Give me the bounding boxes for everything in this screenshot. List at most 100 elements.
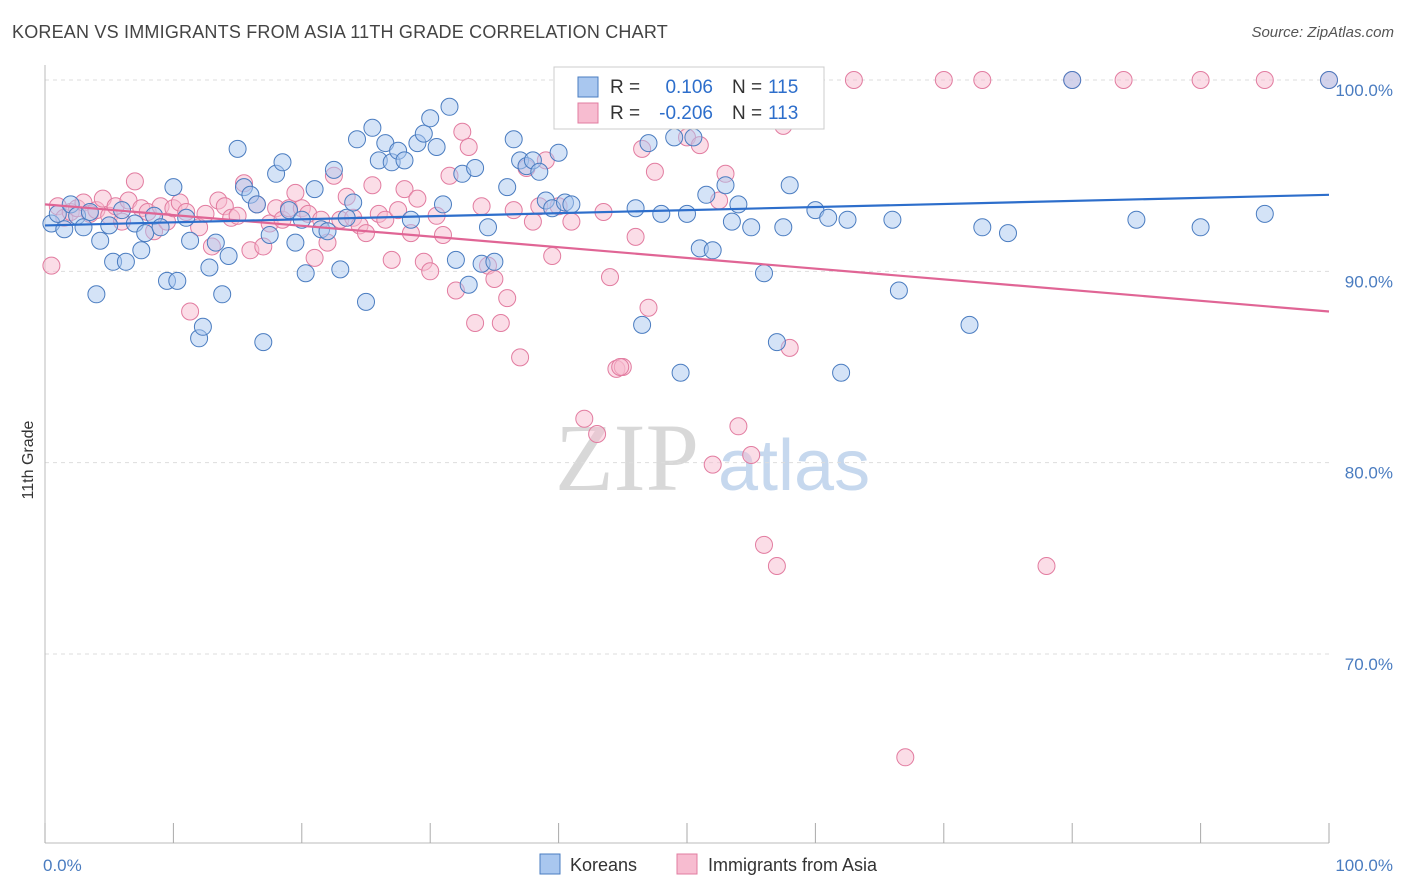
asia-point — [305, 248, 324, 267]
asia-point — [703, 455, 722, 474]
koreans-point — [132, 241, 151, 260]
asia-point — [498, 289, 517, 308]
y-tick-label: 70.0% — [1345, 655, 1393, 674]
koreans-point — [296, 264, 315, 283]
y-tick-label: 90.0% — [1345, 272, 1393, 291]
koreans-point — [832, 363, 851, 382]
koreans-point — [427, 138, 446, 156]
koreans-point — [459, 275, 478, 294]
koreans-point — [530, 162, 549, 181]
asia-point — [1255, 71, 1274, 89]
asia-point — [934, 71, 953, 89]
koreans-point — [193, 317, 212, 336]
asia-point — [389, 201, 408, 220]
trend-line-koreans — [44, 193, 1330, 227]
koreans-point — [446, 250, 465, 269]
koreans-point — [960, 315, 979, 334]
asia-point — [504, 201, 523, 220]
legend-swatch-koreans — [577, 76, 599, 98]
koreans-point — [626, 199, 645, 218]
asia-point — [286, 183, 305, 202]
koreans-point — [254, 333, 273, 352]
chart-title: KOREAN VS IMMIGRANTS FROM ASIA 11TH GRAD… — [12, 22, 668, 42]
asia-point — [639, 298, 658, 317]
koreans-point — [883, 210, 902, 229]
legend-n-value-asia: 113 — [768, 103, 798, 124]
koreans-point — [324, 160, 343, 179]
koreans-point — [838, 210, 857, 229]
koreans-point — [684, 128, 703, 147]
asia-point — [196, 204, 215, 223]
asia-point — [408, 189, 427, 208]
koreans-point — [168, 271, 187, 290]
asia-point — [844, 71, 863, 89]
asia-point — [1037, 557, 1056, 575]
koreans-point — [55, 220, 74, 239]
asia-point — [363, 176, 382, 195]
asia-point — [181, 302, 200, 321]
koreans-point — [164, 178, 183, 197]
asia-point — [485, 270, 504, 288]
koreans-point — [466, 159, 485, 177]
koreans-point — [652, 204, 671, 223]
koreans-point — [247, 195, 266, 214]
koreans-point — [344, 193, 363, 212]
koreans-point — [286, 233, 305, 252]
legend-r-label-koreans: R = — [610, 77, 640, 98]
asia-point — [645, 162, 664, 181]
koreans-point — [181, 231, 200, 250]
asia-point — [1114, 71, 1133, 89]
bottom-legend-asia: Immigrants from Asia — [708, 855, 878, 875]
koreans-point — [1255, 204, 1274, 223]
asia-point — [543, 247, 562, 265]
koreans-point — [774, 218, 793, 237]
koreans-point — [716, 176, 735, 195]
koreans-point — [665, 128, 684, 147]
legend-n-value-koreans: 115 — [768, 77, 798, 98]
asia-point — [382, 250, 401, 269]
legend-r-value-asia: -0.206 — [659, 103, 713, 124]
asia-point — [376, 210, 395, 229]
asia-point — [588, 425, 607, 443]
trend-line-asia — [44, 203, 1330, 313]
koreans-point — [434, 195, 452, 214]
asia-point — [466, 314, 485, 332]
koreans-point — [1320, 71, 1338, 89]
koreans-point — [440, 97, 459, 116]
koreans-point — [671, 363, 690, 382]
koreans-point — [348, 130, 366, 149]
legend-r-label-asia: R = — [610, 103, 640, 124]
asia-point — [459, 138, 478, 156]
koreans-point — [305, 180, 324, 199]
koreans-point — [331, 260, 350, 279]
koreans-point — [999, 224, 1017, 243]
koreans-point — [767, 333, 786, 352]
bottom-legend-swatch-koreans — [539, 853, 561, 875]
legend-n-label-asia: N = — [732, 103, 762, 124]
koreans-point — [678, 204, 696, 223]
koreans-point — [1063, 71, 1082, 89]
koreans-point — [697, 185, 716, 204]
koreans-point — [485, 252, 504, 271]
asia-point — [357, 224, 375, 243]
source-label: Source: ZipAtlas.com — [1251, 24, 1394, 41]
asia-point — [511, 348, 530, 367]
asia-point — [125, 172, 144, 191]
asia-point — [729, 417, 748, 436]
koreans-point — [228, 139, 247, 158]
asia-point — [395, 180, 414, 199]
x-tick-label-min: 0.0% — [43, 856, 82, 875]
koreans-point — [260, 226, 279, 244]
koreans-point — [363, 118, 382, 137]
legend-n-label-koreans: N = — [732, 77, 762, 98]
koreans-point — [395, 151, 414, 170]
axes: 0.0% 100.0% — [43, 65, 1393, 875]
trend-lines — [44, 193, 1330, 313]
watermark-atlas: atlas — [718, 426, 870, 506]
koreans-point — [633, 315, 652, 334]
koreans-point — [504, 130, 523, 149]
koreans-point — [357, 292, 375, 311]
koreans-point — [729, 195, 748, 214]
koreans-point — [742, 218, 761, 237]
